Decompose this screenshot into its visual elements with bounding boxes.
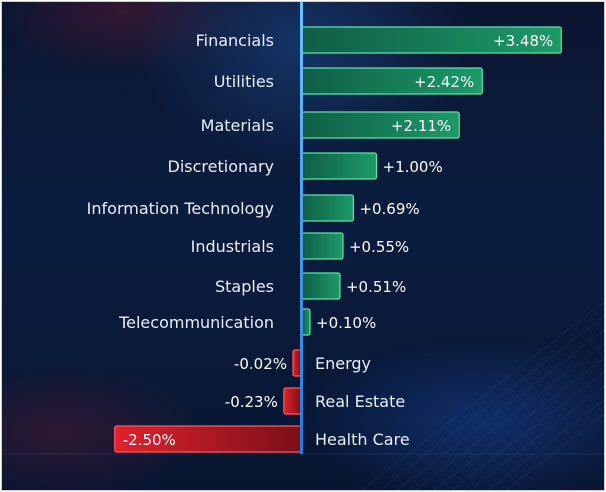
category-label-materials: Materials	[201, 116, 274, 135]
light-streak	[361, 301, 604, 490]
category-label-information-technology: Information Technology	[87, 199, 274, 218]
bar-discretionary	[301, 152, 378, 180]
value-label-discretionary: +1.00%	[383, 158, 443, 176]
category-label-real-estate: Real Estate	[315, 392, 405, 411]
background-decor	[2, 301, 604, 490]
value-label-materials: +2.11%	[391, 117, 451, 135]
value-label-telecommunication: +0.10%	[316, 314, 376, 332]
light-streak	[505, 413, 604, 490]
bar-energy	[292, 349, 302, 377]
category-label-health-care: Health Care	[315, 430, 410, 449]
value-label-real-estate: -0.23%	[225, 393, 278, 411]
category-label-utilities: Utilities	[214, 72, 274, 91]
category-label-industrials: Industrials	[191, 237, 274, 256]
value-label-health-care: -2.50%	[123, 431, 176, 449]
light-streak	[433, 357, 604, 490]
value-label-utilities: +2.42%	[414, 73, 474, 91]
value-label-information-technology: +0.69%	[359, 200, 419, 218]
zero-axis-line	[300, 2, 303, 454]
category-label-discretionary: Discretionary	[168, 157, 274, 176]
bar-real-estate	[283, 387, 302, 415]
bar-staples	[301, 272, 341, 300]
labels-layer: Financials +3.48% Utilities +2.42% Materials…	[87, 31, 554, 449]
bar-telecommunication	[301, 308, 311, 336]
category-label-energy: Energy	[315, 354, 371, 373]
category-label-financials: Financials	[196, 31, 274, 50]
light-streak	[469, 385, 604, 490]
category-label-staples: Staples	[215, 277, 274, 296]
light-streak	[379, 315, 604, 490]
bar-industrials	[301, 232, 344, 260]
category-label-telecommunication: Telecommunication	[118, 313, 274, 332]
value-label-industrials: +0.55%	[349, 238, 409, 256]
light-streak	[487, 399, 604, 490]
value-label-energy: -0.02%	[234, 355, 287, 373]
light-streak	[415, 343, 604, 490]
light-streak	[451, 371, 604, 490]
bars-layer	[114, 26, 562, 453]
value-label-financials: +3.48%	[493, 32, 553, 50]
light-streak	[397, 329, 604, 490]
value-label-staples: +0.51%	[346, 278, 406, 296]
bar-information-technology	[301, 194, 355, 222]
